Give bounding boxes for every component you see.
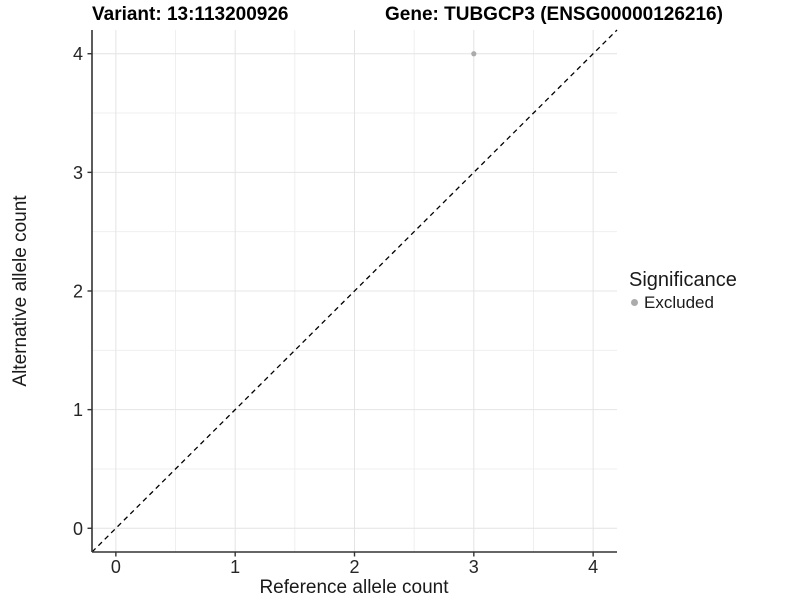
y-tick-label: 2 bbox=[73, 282, 83, 302]
y-axis-title: Alternative allele count bbox=[10, 195, 31, 387]
legend-item-excluded: Excluded bbox=[629, 292, 737, 313]
x-tick-label: 3 bbox=[469, 557, 479, 577]
x-tick-label: 4 bbox=[588, 557, 598, 577]
x-axis-title: Reference allele count bbox=[259, 577, 449, 598]
legend-title: Significance bbox=[629, 269, 737, 291]
y-tick-label: 0 bbox=[73, 519, 83, 539]
gene-title: Gene: TUBGCP3 (ENSG00000126216) bbox=[385, 4, 723, 25]
legend-item-label: Excluded bbox=[644, 293, 714, 312]
x-tick-label: 1 bbox=[230, 557, 240, 577]
excluded-point-icon bbox=[631, 299, 638, 306]
y-tick-label: 3 bbox=[73, 163, 83, 183]
y-tick-label: 1 bbox=[73, 400, 83, 420]
identity-reference-line bbox=[91, 29, 618, 553]
x-tick-label: 0 bbox=[111, 557, 121, 577]
y-tick-label: 4 bbox=[73, 44, 83, 64]
legend: Significance Excluded bbox=[629, 269, 737, 313]
data-point-excluded bbox=[471, 51, 477, 57]
x-tick-label: 2 bbox=[349, 557, 359, 577]
variant-title: Variant: 13:113200926 bbox=[92, 4, 289, 25]
